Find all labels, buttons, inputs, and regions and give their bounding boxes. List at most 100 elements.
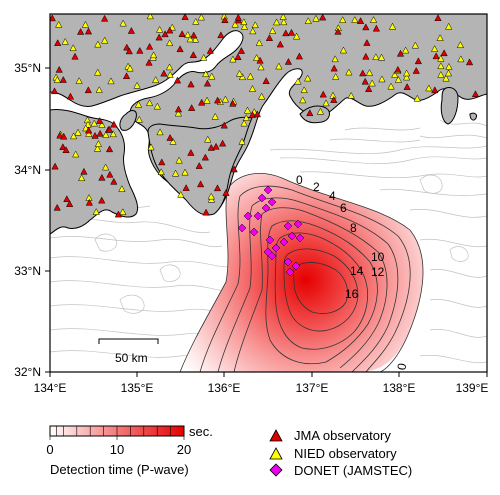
- nied-station-marker: [75, 77, 83, 84]
- detection-time-contours: [179, 173, 424, 372]
- nied-station-marker: [175, 156, 183, 164]
- jma-station-marker: [201, 153, 209, 161]
- jma-station-marker: [217, 31, 225, 39]
- jma-station-marker: [361, 77, 369, 85]
- lon-label-138: 138°E: [383, 381, 416, 395]
- jma-station-marker: [221, 16, 229, 24]
- contour-label-8: 8: [350, 221, 357, 235]
- nied-station-marker: [430, 45, 439, 52]
- nied-station-marker: [186, 35, 194, 43]
- nied-station-marker: [425, 84, 433, 92]
- jma-station-marker: [114, 210, 123, 218]
- jma-station-marker: [465, 58, 474, 66]
- jma-station-marker: [362, 23, 370, 31]
- nied-station-marker: [351, 16, 359, 23]
- latitude-labels: 35°N 34°N 33°N 32°N: [14, 61, 41, 379]
- nied-station-marker: [101, 36, 109, 44]
- jma-station-marker: [125, 47, 133, 55]
- lat-label-34: 34°N: [14, 163, 41, 177]
- jma-station-marker: [181, 14, 189, 20]
- nied-station-marker: [231, 20, 239, 28]
- jma-station-marker: [54, 39, 62, 46]
- jma-station-marker: [412, 66, 420, 74]
- donet-station-marker: [285, 267, 295, 277]
- donet-station-marker: [291, 261, 301, 271]
- yellow-triangle-icon: [269, 447, 283, 460]
- jma-station-marker: [253, 110, 261, 118]
- nied-station-marker: [387, 82, 395, 90]
- jma-station-marker: [161, 30, 169, 38]
- nied-station-marker: [332, 72, 340, 80]
- jma-station-marker: [96, 129, 104, 137]
- nied-station-marker: [445, 22, 453, 30]
- jma-station-marker: [213, 184, 222, 192]
- nied-station-marker: [243, 106, 252, 114]
- nied-station-marker: [93, 144, 102, 152]
- jma-station-marker: [306, 109, 314, 117]
- nied-station-marker: [240, 18, 248, 26]
- nied-station-marker: [255, 39, 263, 46]
- contour-label-0: 0: [296, 173, 303, 187]
- legend-item-donet: DONET (JAMSTEC): [269, 463, 412, 478]
- nied-station-marker: [72, 150, 80, 158]
- jma-station-marker: [295, 52, 303, 60]
- nied-station-marker: [294, 77, 302, 85]
- nied-station-marker: [152, 76, 160, 83]
- nied-station-marker: [133, 81, 141, 89]
- nied-station-marker: [436, 34, 444, 41]
- nied-station-marker: [457, 55, 465, 63]
- nied-station-marker: [299, 96, 307, 104]
- donet-station-marker: [243, 211, 253, 221]
- nied-station-marker: [304, 74, 312, 82]
- nied-station-marker: [135, 115, 143, 123]
- nied-station-marker: [171, 169, 180, 177]
- nied-station-marker: [119, 19, 127, 27]
- donet-station-marker: [263, 185, 273, 195]
- nied-station-marker: [280, 18, 288, 26]
- nied-station-marker: [413, 94, 421, 102]
- donet-station-marker: [267, 197, 277, 207]
- jma-station-marker: [84, 86, 92, 94]
- jma-station-marker: [105, 145, 114, 153]
- colorbar-ticks: [49, 426, 185, 440]
- contour-label-16: 16: [345, 287, 359, 301]
- nied-station-marker: [242, 114, 250, 121]
- izu-peninsula: [440, 87, 459, 125]
- nied-station-marker: [402, 73, 411, 81]
- jma-station-marker: [394, 65, 402, 73]
- nied-station-marker: [166, 39, 174, 47]
- jma-station-marker: [110, 120, 118, 128]
- jma-station-marker: [414, 57, 422, 65]
- nied-station-marker: [437, 70, 445, 78]
- jma-station-marker: [98, 173, 106, 181]
- station-legend: JMA observatory NIED observatory DONET (…: [269, 428, 412, 478]
- nied-station-marker: [240, 119, 248, 127]
- nied-station-marker: [322, 99, 330, 107]
- nied-station-marker: [402, 69, 411, 77]
- nied-station-marker: [391, 71, 399, 78]
- jma-station-marker: [53, 203, 61, 211]
- jma-station-marker: [66, 92, 75, 100]
- nied-station-marker: [53, 76, 61, 83]
- jma-station-marker: [440, 49, 448, 57]
- nied-station-marker: [70, 132, 78, 140]
- contour-labels: 0 2 4 6 8 10 12 14 16 0: [296, 173, 409, 371]
- nied-station-marker: [95, 86, 103, 93]
- jma-station-marker: [362, 52, 370, 60]
- jma-station-marker: [334, 27, 342, 35]
- nied-station-marker: [456, 41, 465, 48]
- jma-station-marker: [432, 52, 440, 60]
- jma-station-marker: [372, 24, 380, 32]
- nied-stations: [52, 14, 465, 215]
- jma-station-marker: [178, 30, 186, 38]
- jma-station-marker: [198, 98, 206, 106]
- jma-station-marker: [218, 139, 227, 147]
- contour-label-10: 10: [371, 250, 385, 264]
- jma-station-marker: [105, 125, 114, 133]
- jma-station-marker: [434, 14, 442, 22]
- jma-station-marker: [234, 53, 242, 60]
- donet-station-marker: [283, 221, 293, 231]
- nied-station-marker: [94, 68, 102, 76]
- nied-station-marker: [292, 32, 301, 40]
- nied-station-marker: [184, 31, 192, 38]
